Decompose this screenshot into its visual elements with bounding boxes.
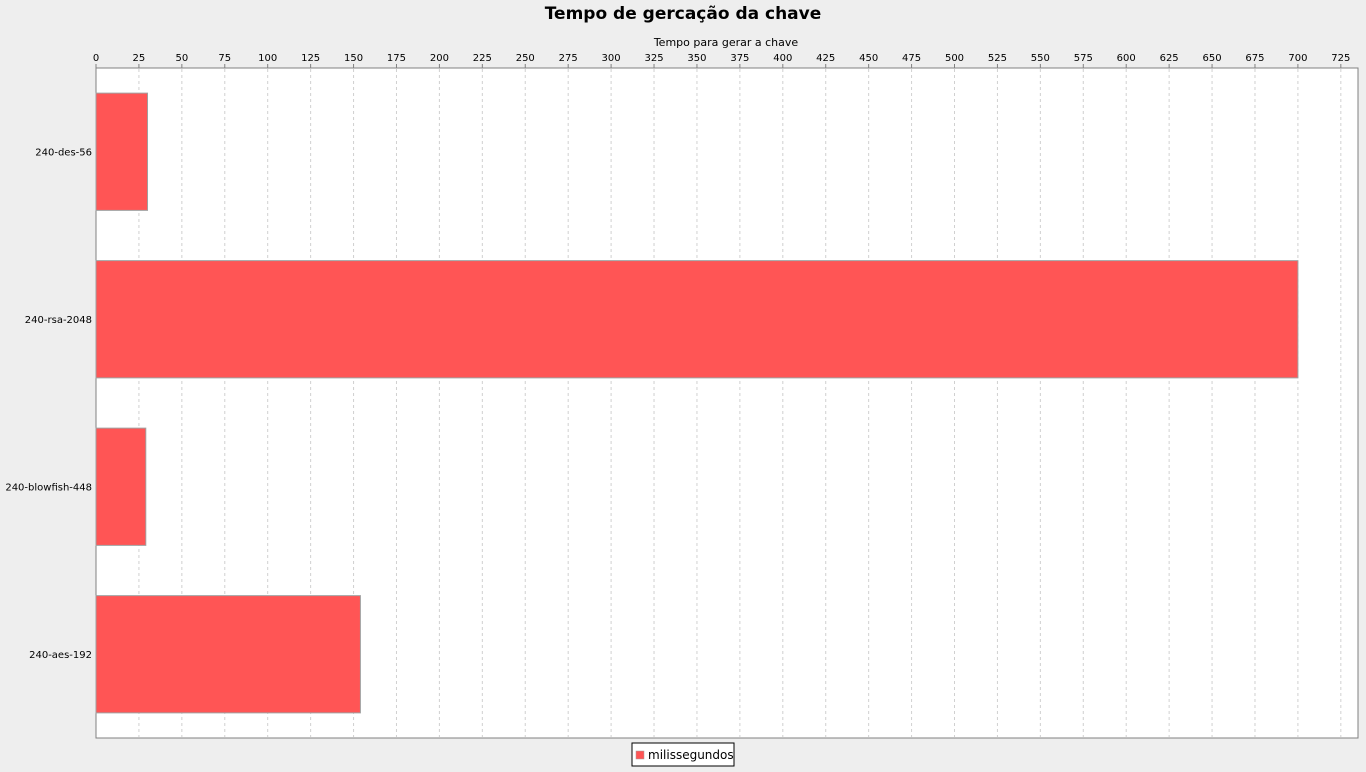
x-axis-ticks: 0 25 50 75 100 125 150 175 200 225 250 275 300 325 350…	[93, 53, 1350, 68]
x-tick-label: 275	[559, 53, 578, 64]
y-category-label: 240-blowfish-448	[5, 482, 92, 493]
legend-box	[631, 742, 735, 767]
x-tick-label: 300	[602, 53, 621, 64]
x-tick-label: 625	[1160, 53, 1179, 64]
x-tick-label: 50	[175, 53, 188, 64]
x-tick-label: 550	[1031, 53, 1050, 64]
legend-label: milissegundos	[648, 748, 734, 762]
x-tick-label: 600	[1117, 53, 1136, 64]
x-tick-label: 525	[988, 53, 1007, 64]
x-tick-label: 400	[773, 53, 792, 64]
bar-240-blowfish-448	[95, 427, 147, 546]
x-tick-label: 475	[902, 53, 921, 64]
x-tick-label: 650	[1203, 53, 1222, 64]
x-tick-label: 350	[687, 53, 706, 64]
x-tick-label: 500	[945, 53, 964, 64]
x-tick-label: 175	[387, 53, 406, 64]
x-tick-label: 450	[859, 53, 878, 64]
x-tick-label: 100	[258, 53, 277, 64]
x-tick-label: 725	[1331, 53, 1350, 64]
x-tick-label: 25	[133, 53, 146, 64]
chart-title: Tempo de gercação da chave	[545, 4, 822, 24]
legend: milissegundos	[631, 742, 735, 767]
x-tick-label: 0	[93, 53, 99, 64]
x-tick-label: 125	[301, 53, 320, 64]
x-tick-label: 200	[430, 53, 449, 64]
bar-240-des-56	[95, 92, 149, 211]
y-category-label: 240-rsa-2048	[25, 315, 92, 326]
x-tick-label: 575	[1074, 53, 1093, 64]
bars	[95, 92, 1299, 714]
x-tick-label: 225	[473, 53, 492, 64]
x-tick-label: 675	[1245, 53, 1264, 64]
x-tick-label: 425	[816, 53, 835, 64]
legend-swatch	[635, 750, 645, 760]
x-tick-label: 150	[344, 53, 363, 64]
y-axis-categories: 240-des-56 240-rsa-2048 240-blowfish-448 24…	[5, 147, 92, 661]
x-tick-label: 250	[516, 53, 535, 64]
y-category-label: 240-des-56	[35, 147, 92, 158]
x-tick-label: 375	[730, 53, 749, 64]
x-tick-label: 700	[1288, 53, 1307, 64]
bar-240-aes-192	[95, 595, 361, 714]
x-tick-label: 325	[644, 53, 663, 64]
y-category-label: 240-aes-192	[29, 650, 92, 661]
x-tick-label: 75	[218, 53, 231, 64]
bar-240-rsa-2048	[95, 260, 1299, 379]
x-axis-label: Tempo para gerar a chave	[653, 36, 799, 49]
